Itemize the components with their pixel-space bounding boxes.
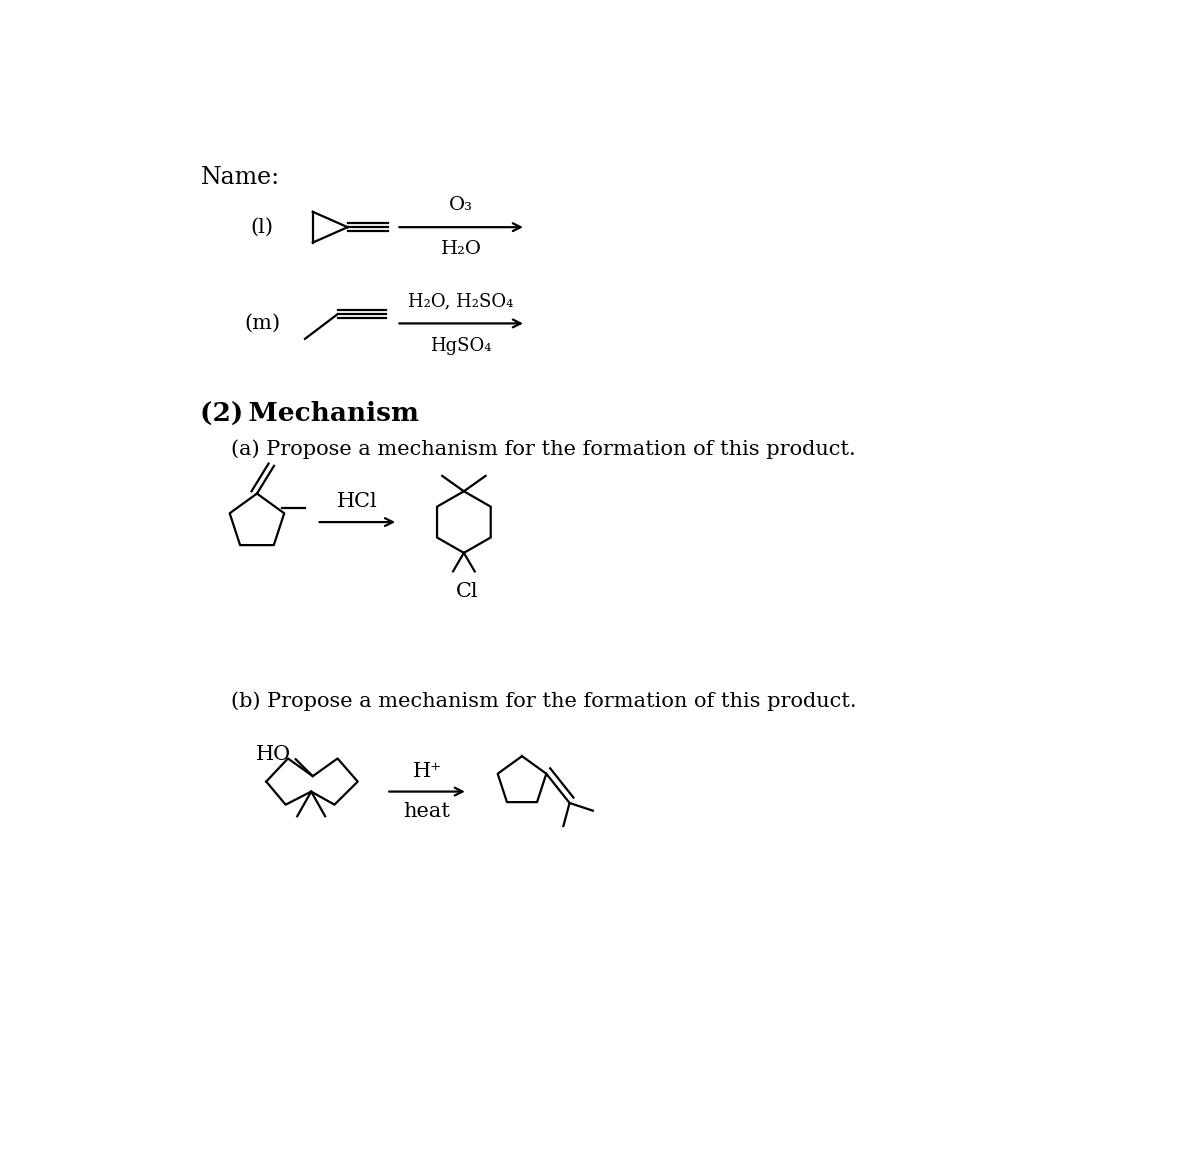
Text: H₂O: H₂O [440, 241, 481, 258]
Text: (2) Mechanism: (2) Mechanism [200, 401, 419, 425]
Text: Cl: Cl [456, 582, 479, 602]
Text: HO: HO [256, 745, 292, 764]
Text: H₂O, H₂SO₄: H₂O, H₂SO₄ [408, 292, 514, 311]
Text: HCl: HCl [337, 492, 378, 512]
Text: (a) Propose a mechanism for the formation of this product.: (a) Propose a mechanism for the formatio… [232, 439, 856, 459]
Text: (b) Propose a mechanism for the formation of this product.: (b) Propose a mechanism for the formatio… [232, 691, 857, 711]
Text: Name:: Name: [200, 166, 280, 188]
Text: (m): (m) [245, 314, 281, 333]
Text: HgSO₄: HgSO₄ [431, 336, 492, 355]
Text: O₃: O₃ [449, 196, 473, 214]
Text: H⁺: H⁺ [413, 762, 442, 780]
Text: heat: heat [403, 802, 450, 821]
Text: (l): (l) [251, 217, 274, 237]
